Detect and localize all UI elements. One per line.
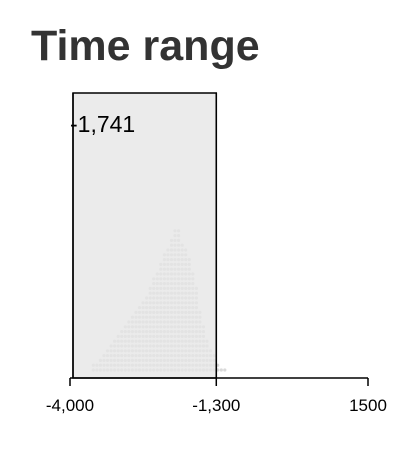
distribution-dot <box>219 368 223 372</box>
selection-readout: -1,741 <box>70 111 135 137</box>
distribution-dot <box>223 368 227 372</box>
x-tick-label: 1500 <box>349 396 387 415</box>
widget-title: Time range <box>31 22 260 70</box>
x-tick-label: -4,000 <box>46 396 94 415</box>
selection-brush[interactable] <box>72 92 218 379</box>
x-tick-label: -1,300 <box>192 396 240 415</box>
x-axis: -4,000 -1,300 1500 <box>46 378 387 415</box>
